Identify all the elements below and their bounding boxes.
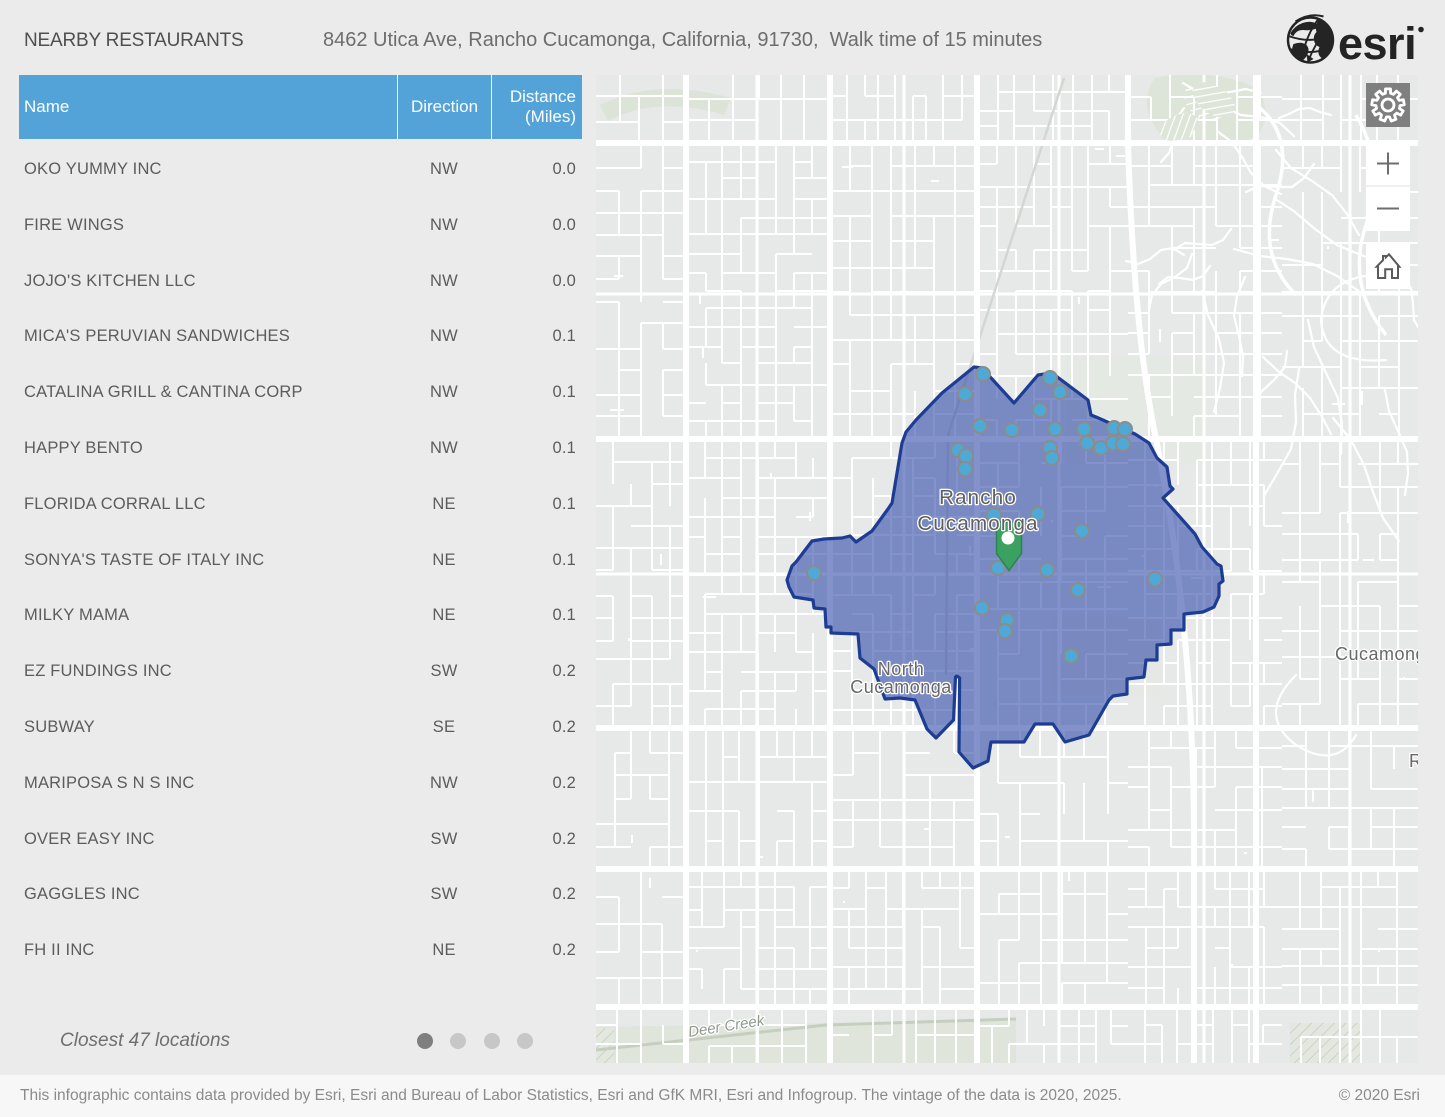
svg-text:esri: esri (1338, 18, 1416, 69)
svg-text:Cucamonga: Cucamonga (1335, 644, 1418, 664)
svg-text:Cucamonga: Cucamonga (917, 512, 1038, 535)
svg-text:Cucamonga: Cucamonga (850, 677, 952, 697)
svg-text:Rancho: Rancho (939, 486, 1017, 509)
svg-text:R: R (1409, 751, 1418, 771)
svg-text:North: North (878, 659, 925, 679)
